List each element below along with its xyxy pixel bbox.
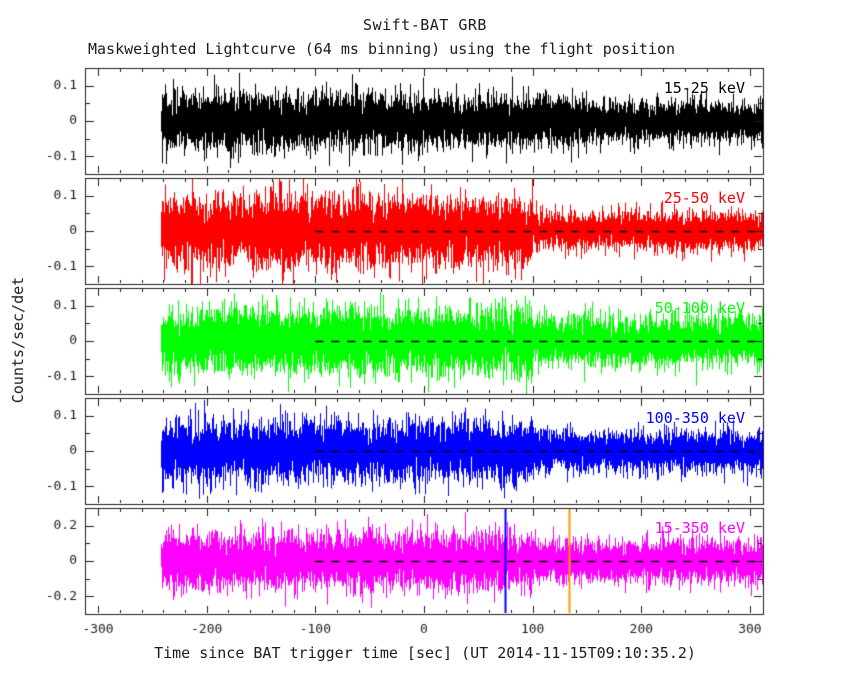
chart-subtitle: Maskweighted Lightcurve (64 ms binning) …: [88, 40, 675, 58]
band-label-15-25-kev: 15-25 keV: [663, 79, 745, 97]
band-label-100-350-kev: 100-350 keV: [645, 409, 745, 427]
band-label-15-350-kev: 15-350 keV: [654, 519, 745, 537]
x-axis-label: Time since BAT trigger time [sec] (UT 20…: [154, 644, 696, 662]
chart-title: Swift-BAT GRB: [363, 16, 487, 34]
band-label-50-100-kev: 50-100 keV: [654, 299, 745, 317]
y-axis-label: Counts/sec/det: [9, 276, 27, 404]
band-label-25-50-kev: 25-50 keV: [663, 189, 745, 207]
